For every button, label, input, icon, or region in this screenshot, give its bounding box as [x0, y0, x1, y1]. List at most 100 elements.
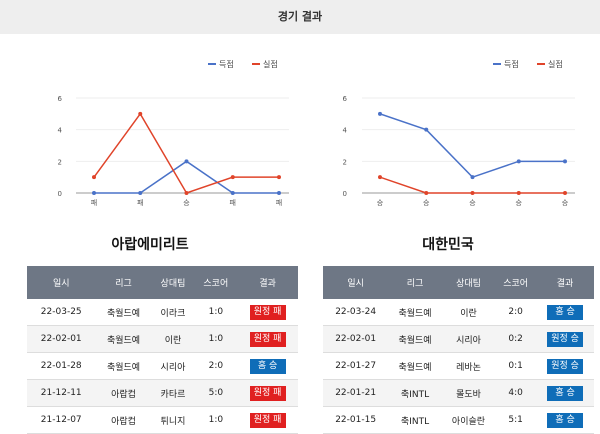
x-tick-label: 패 [230, 198, 236, 207]
data-point-conceded [378, 175, 382, 180]
x-tick-label: 승 [423, 199, 430, 207]
match-date: 22-03-25 [27, 299, 96, 326]
y-tick-label: 0 [343, 190, 347, 198]
line-chart-korea: 득점 실점 0 2 4 6 승 승 승 승 승 [343, 59, 575, 207]
header-result: 결과 [237, 266, 298, 299]
header-opponent: 상대팀 [151, 266, 195, 299]
data-point-scored [516, 159, 521, 164]
match-date: 21-12-11 [27, 379, 96, 407]
data-point-conceded [230, 175, 235, 180]
data-point-conceded [277, 175, 281, 180]
match-result: 홈 승 [536, 299, 594, 326]
match-date: 22-01-21 [323, 379, 389, 407]
data-point-scored [138, 191, 143, 195]
data-point-conceded [516, 191, 521, 195]
match-score: 4:0 [495, 379, 537, 407]
data-point-scored [184, 159, 189, 164]
match-result: 원정 패 [237, 325, 298, 353]
y-tick-label: 2 [58, 158, 62, 166]
result-badge: 홈 승 [547, 385, 584, 401]
data-point-conceded [92, 175, 96, 180]
data-point-scored [230, 191, 235, 195]
match-league: 축월드예 [95, 325, 152, 353]
match-league: 축INTL [388, 379, 442, 407]
y-tick-label: 6 [58, 95, 63, 103]
result-badge: 원정 패 [249, 412, 286, 428]
match-league: 축월드예 [95, 299, 152, 326]
results-table-korea: 일시 리그 상대팀 스코어 결과 22-03-24 축월드예 이란 2:0 홈 승 22-… [323, 266, 594, 434]
header-score: 스코어 [194, 266, 238, 299]
data-point-conceded [470, 191, 475, 195]
match-score: 1:0 [194, 406, 238, 434]
x-tick-label: 승 [516, 199, 523, 207]
match-result: 원정 승 [536, 352, 594, 380]
header-score: 스코어 [495, 266, 537, 299]
match-opponent: 몰도바 [441, 379, 496, 407]
match-opponent: 이라크 [151, 299, 195, 326]
table-row: 22-03-24 축월드예 이란 2:0 홈 승 [323, 299, 594, 326]
match-result: 홈 승 [237, 352, 298, 380]
match-score: 2:0 [495, 299, 537, 326]
result-badge: 원정 승 [547, 358, 584, 374]
table-row: 21-12-07 아랍컵 튀니지 1:0 원정 패 [27, 406, 298, 434]
match-opponent: 이란 [151, 325, 195, 353]
team-name-korea: 대한민국 [422, 237, 474, 253]
result-badge: 원정 패 [249, 331, 286, 347]
table-row: 22-02-01 축월드예 이란 1:0 원정 패 [27, 325, 298, 353]
data-point-scored [424, 127, 429, 132]
match-date: 22-02-01 [323, 325, 389, 353]
result-badge: 원정 패 [249, 304, 286, 320]
x-tick-label: 승 [377, 199, 384, 207]
legend-scored-label: 득점 [219, 59, 234, 69]
match-score: 2:0 [194, 352, 238, 380]
header-league: 리그 [95, 266, 152, 299]
header-date: 일시 [27, 266, 96, 299]
match-league: 축INTL [388, 406, 442, 434]
result-badge: 홈 승 [547, 304, 584, 320]
table-row: 21-12-11 아랍컵 카타르 5:0 원정 패 [27, 379, 298, 407]
data-point-scored [92, 191, 96, 195]
header-league: 리그 [388, 266, 442, 299]
chart-korea: 득점 실점 0 2 4 6 승 승 승 승 승 [300, 50, 600, 214]
match-date: 21-12-07 [27, 406, 96, 434]
match-result: 원정 승 [536, 325, 594, 353]
match-opponent: 튀니지 [151, 406, 195, 434]
match-league: 축월드예 [388, 325, 442, 353]
match-score: 0:2 [495, 325, 537, 353]
page-title: 경기 결과 [0, 0, 600, 34]
y-tick-label: 4 [343, 127, 348, 135]
match-result: 원정 패 [237, 379, 298, 407]
team-name-uae: 아랍에미리트 [111, 237, 189, 253]
match-opponent: 카타르 [151, 379, 195, 407]
x-tick-label: 승 [562, 199, 569, 207]
y-tick-label: 2 [343, 158, 347, 166]
series-line-scored [379, 113, 565, 179]
match-score: 1:0 [194, 299, 238, 326]
match-league: 축월드예 [95, 352, 152, 380]
data-point-scored [378, 111, 382, 116]
table-row: 22-01-28 축월드예 시리아 2:0 홈 승 [27, 352, 298, 380]
match-league: 아랍컵 [95, 406, 152, 434]
chart-uae: 득점 실점 0 2 4 6 패 패 승 패 패 [0, 50, 300, 214]
table-row: 22-01-15 축INTL 아이슬란 5:1 홈 승 [323, 406, 594, 434]
data-point-scored [563, 159, 567, 164]
match-opponent: 아이슬란 [441, 406, 496, 434]
data-point-scored [277, 191, 281, 195]
match-result: 홈 승 [536, 379, 594, 407]
data-point-conceded [563, 191, 567, 195]
match-league: 축월드예 [388, 352, 442, 380]
data-point-scored [470, 175, 475, 180]
table-header-row: 일시 리그 상대팀 스코어 결과 [27, 266, 298, 299]
table-row: 22-02-01 축월드예 시리아 0:2 원정 승 [323, 325, 594, 353]
x-tick-label: 패 [91, 198, 97, 207]
table-row: 22-01-27 축월드예 레바논 0:1 원정 승 [323, 352, 594, 380]
line-chart-uae: 득점 실점 0 2 4 6 패 패 승 패 패 [58, 59, 289, 207]
match-opponent: 시리아 [151, 352, 195, 380]
result-badge: 원정 패 [249, 385, 286, 401]
match-opponent: 레바논 [441, 352, 496, 380]
data-point-conceded [184, 191, 189, 195]
match-date: 22-02-01 [27, 325, 96, 353]
match-result: 원정 패 [237, 406, 298, 434]
result-badge: 원정 승 [547, 331, 584, 347]
chart-legend: 득점 실점 [208, 59, 278, 69]
